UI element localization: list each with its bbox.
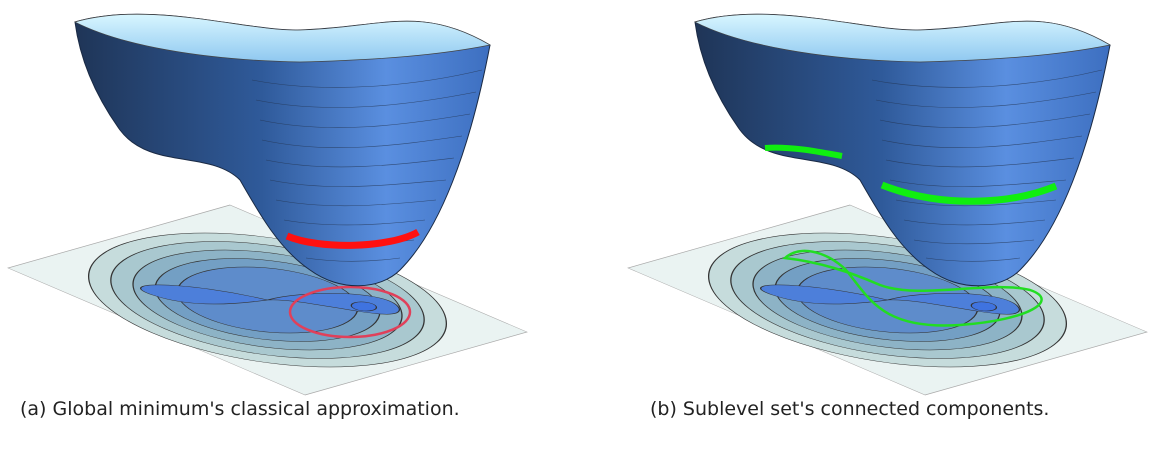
level-ring	[880, 181, 1058, 205]
level-ring	[285, 228, 420, 249]
caption: (a) Global minimum's classical approxima…	[20, 398, 460, 420]
sublevel-contour	[288, 285, 412, 339]
caption: (b) Sublevel set's connected components.	[650, 398, 1049, 420]
panel-a: (a) Global minimum's classical approxima…	[3, 13, 532, 420]
level-ring	[764, 144, 843, 159]
panel-b: (b) Sublevel set's connected components.	[623, 13, 1152, 420]
sublevel-contour	[782, 249, 1043, 327]
